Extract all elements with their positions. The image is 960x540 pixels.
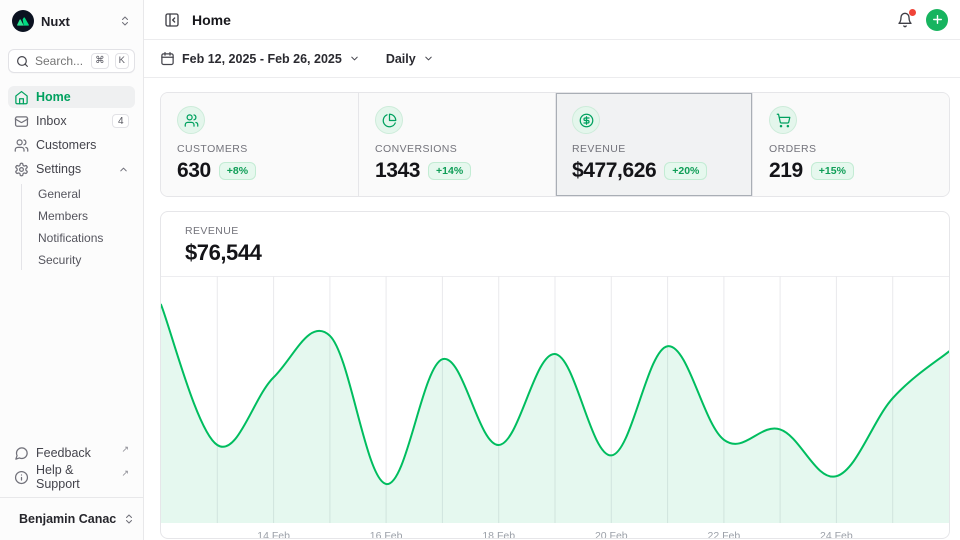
revenue-chart-card: REVENUE $76,544 14 Feb 16 Feb 18 Feb 20 Feb… — [160, 211, 950, 539]
stat-delta-badge: +14% — [428, 162, 472, 180]
bell-icon — [897, 12, 913, 28]
svg-text:14 Feb: 14 Feb — [257, 530, 290, 539]
revenue-area-chart[interactable]: 14 Feb 16 Feb 18 Feb 20 Feb 22 Feb 24 Feb — [161, 276, 949, 539]
chevron-up-icon — [118, 164, 129, 175]
shopping-cart-icon — [769, 106, 797, 134]
divider — [0, 497, 143, 498]
stat-card-conversions[interactable]: CONVERSIONS 1343 +14% — [358, 93, 555, 196]
sidebar-item-inbox[interactable]: Inbox 4 — [8, 110, 135, 132]
stat-label: ORDERS — [769, 143, 817, 155]
sidebar-footer: Feedback ↗ Help & Support ↗ Benjamin Can… — [0, 442, 143, 532]
sidebar-item-label: Settings — [36, 162, 82, 176]
calendar-icon — [160, 51, 175, 66]
search-icon — [16, 55, 29, 68]
kbd-cmd: ⌘ — [91, 53, 109, 69]
sidebar-item-security[interactable]: Security — [38, 253, 82, 267]
stat-card-orders[interactable]: ORDERS 219 +15% — [752, 93, 949, 196]
nuxt-logo-icon — [12, 10, 34, 32]
inbox-icon — [14, 114, 29, 129]
sidebar-item-home[interactable]: Home — [8, 86, 135, 108]
stat-value: 630 — [177, 159, 211, 182]
inbox-count-badge: 4 — [112, 114, 129, 128]
stat-label: CONVERSIONS — [375, 143, 458, 155]
chevrons-up-down-icon — [123, 513, 135, 525]
svg-text:18 Feb: 18 Feb — [482, 530, 515, 539]
collapse-sidebar-button[interactable] — [160, 8, 184, 32]
chevrons-up-down-icon — [119, 15, 131, 27]
sidebar-item-label: Customers — [36, 138, 97, 152]
sidebar-item-feedback[interactable]: Feedback ↗ — [8, 442, 135, 464]
stat-value: 219 — [769, 159, 803, 182]
kbd-k: K — [114, 53, 129, 69]
stat-value: $477,626 — [572, 159, 657, 182]
topbar: Home — [144, 0, 960, 40]
settings-subnav: General Members Notifications Security — [21, 184, 135, 270]
stat-value: 1343 — [375, 159, 421, 182]
chevron-down-icon — [423, 53, 434, 64]
sidebar-item-label: Help & Support — [36, 463, 80, 491]
sidebar-item-members[interactable]: Members — [38, 209, 89, 223]
plus-icon — [931, 13, 944, 26]
stat-delta-badge: +15% — [810, 162, 854, 180]
workspace-switcher[interactable]: Nuxt — [8, 8, 135, 34]
period-select[interactable]: Daily — [386, 52, 434, 66]
sidebar-item-settings[interactable]: Settings — [8, 158, 135, 180]
user-name: Benjamin Canac — [19, 511, 117, 526]
svg-text:20 Feb: 20 Feb — [595, 530, 628, 539]
svg-text:22 Feb: 22 Feb — [708, 530, 741, 539]
circle-dollar-icon — [572, 106, 600, 134]
sidebar-item-label: Home — [36, 90, 71, 104]
panel-left-close-icon — [164, 12, 180, 28]
search-field[interactable] — [35, 54, 86, 68]
message-circle-icon — [14, 446, 29, 461]
sidebar-item-notifications[interactable]: Notifications — [38, 231, 104, 245]
external-link-icon: ↗ — [121, 443, 129, 454]
content: CUSTOMERS 630 +8% CONVERSIONS 1343 +14% — [144, 78, 960, 539]
stats-row: CUSTOMERS 630 +8% CONVERSIONS 1343 +14% — [160, 92, 950, 197]
new-item-button[interactable] — [926, 8, 948, 31]
home-icon — [14, 90, 29, 105]
chart-pie-icon — [375, 106, 403, 134]
sidebar: Nuxt ⌘ K Home Inb — [0, 0, 144, 540]
user-menu[interactable]: Benjamin Canac — [8, 500, 135, 532]
chart-headline-value: $76,544 — [185, 240, 262, 265]
stat-label: REVENUE — [572, 143, 626, 155]
page-title: Home — [192, 11, 231, 28]
sidebar-item-help-support[interactable]: Help & Support ↗ — [8, 463, 135, 491]
sidebar-item-general[interactable]: General — [38, 187, 81, 201]
workspace-name: Nuxt — [41, 13, 70, 29]
search-input[interactable]: ⌘ K — [8, 49, 135, 73]
stat-label: CUSTOMERS — [177, 143, 248, 155]
sidebar-nav: Home Inbox 4 Customers Settings — [8, 86, 135, 272]
users-icon — [14, 138, 29, 153]
sidebar-item-label: Inbox — [36, 114, 67, 128]
chart-plot-area[interactable]: 14 Feb 16 Feb 18 Feb 20 Feb 22 Feb 24 Feb — [161, 276, 949, 539]
chevron-down-icon — [349, 53, 360, 64]
info-icon — [14, 470, 29, 485]
svg-text:16 Feb: 16 Feb — [370, 530, 403, 539]
period-value: Daily — [385, 51, 416, 66]
filter-toolbar: Feb 12, 2025 - Feb 26, 2025 Daily — [144, 40, 960, 78]
svg-text:24 Feb: 24 Feb — [820, 530, 853, 539]
sidebar-item-label: Feedback — [36, 446, 91, 460]
stat-delta-badge: +8% — [218, 162, 257, 180]
chart-title: REVENUE — [185, 225, 239, 237]
external-link-icon: ↗ — [121, 467, 129, 478]
stat-delta-badge: +20% — [664, 162, 708, 180]
sidebar-item-customers[interactable]: Customers — [8, 134, 135, 156]
gear-icon — [14, 162, 29, 177]
notifications-button[interactable] — [894, 8, 916, 31]
main-area: Home Fe — [144, 0, 960, 540]
stat-card-customers[interactable]: CUSTOMERS 630 +8% — [161, 93, 358, 196]
users-icon — [177, 106, 205, 134]
notification-dot — [909, 8, 916, 16]
date-range-picker[interactable]: Feb 12, 2025 - Feb 26, 2025 — [160, 51, 360, 66]
stat-card-revenue[interactable]: REVENUE $477,626 +20% — [555, 93, 752, 196]
date-range-value: Feb 12, 2025 - Feb 26, 2025 — [182, 51, 342, 66]
